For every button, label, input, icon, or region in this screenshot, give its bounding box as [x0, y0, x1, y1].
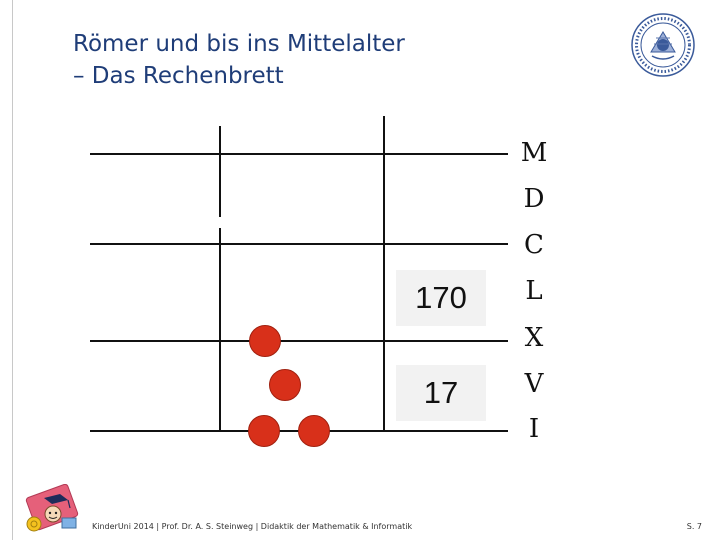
bead: [248, 415, 280, 447]
roman-label-i: I: [528, 414, 540, 444]
slide-left-border: [12, 0, 13, 540]
board-line: [90, 243, 508, 245]
number-label: 17: [423, 375, 459, 410]
roman-label-v: V: [524, 369, 544, 399]
roman-label-x: X: [524, 323, 544, 353]
board-column-divider: [219, 228, 221, 430]
board-line: [90, 153, 508, 155]
board-column-divider: [219, 126, 221, 217]
page-number: S. 7: [686, 522, 702, 531]
roman-label-m: M: [520, 138, 548, 168]
bead: [298, 415, 330, 447]
title-line-1: Römer und bis ins Mittelalter: [73, 31, 405, 57]
board-column-divider: [383, 116, 385, 430]
number-label: 170: [415, 280, 467, 315]
footer-text: KinderUni 2014 | Prof. Dr. A. S. Steinwe…: [92, 522, 413, 531]
board-line: [90, 340, 508, 342]
number-box-17: 17: [396, 365, 486, 421]
bead: [249, 325, 281, 357]
university-seal-icon: [631, 13, 695, 77]
roman-label-l: L: [525, 276, 543, 306]
roman-label-d: D: [523, 184, 545, 214]
number-box-170: 170: [396, 270, 486, 326]
kinderuni-logo-icon: [25, 484, 79, 532]
slide-title: Römer und bis ins Mittelalter – Das Rech…: [73, 28, 405, 92]
roman-label-c: C: [524, 230, 544, 260]
bead: [269, 369, 301, 401]
title-line-2: – Das Rechenbrett: [73, 63, 284, 89]
